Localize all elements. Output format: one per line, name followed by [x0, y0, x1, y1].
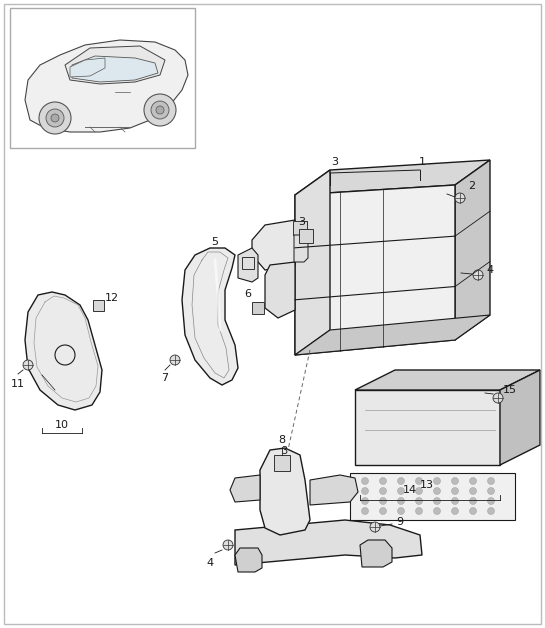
Polygon shape [182, 248, 238, 385]
Polygon shape [355, 370, 540, 390]
Circle shape [433, 477, 440, 484]
Circle shape [144, 94, 176, 126]
Polygon shape [360, 540, 392, 567]
Polygon shape [70, 58, 105, 77]
Circle shape [415, 507, 422, 514]
Circle shape [397, 507, 404, 514]
Text: 3: 3 [299, 217, 306, 227]
Circle shape [361, 477, 368, 484]
Circle shape [487, 497, 494, 504]
Circle shape [39, 102, 71, 134]
Polygon shape [25, 292, 102, 410]
Circle shape [23, 360, 33, 370]
Circle shape [156, 106, 164, 114]
Polygon shape [295, 185, 455, 355]
Circle shape [451, 497, 458, 504]
Text: 3: 3 [331, 157, 338, 167]
Polygon shape [235, 520, 422, 565]
Polygon shape [252, 220, 295, 270]
Text: 14: 14 [403, 485, 417, 495]
Text: 6: 6 [245, 289, 251, 299]
Text: 4: 4 [207, 558, 214, 568]
Circle shape [397, 497, 404, 504]
Text: 1: 1 [419, 157, 426, 167]
Circle shape [397, 487, 404, 494]
Polygon shape [72, 56, 158, 82]
Circle shape [469, 497, 476, 504]
Circle shape [379, 507, 386, 514]
Bar [10, 8, 195, 148]
Circle shape [361, 507, 368, 514]
Text: 15: 15 [503, 385, 517, 395]
Text: 4: 4 [487, 265, 494, 275]
Circle shape [473, 270, 483, 280]
Text: 11: 11 [11, 379, 25, 389]
Bar [274, 455, 290, 471]
Polygon shape [235, 548, 262, 572]
Circle shape [451, 477, 458, 484]
Bar [293, 221, 307, 235]
Polygon shape [65, 46, 165, 84]
Circle shape [433, 487, 440, 494]
Text: 9: 9 [396, 517, 403, 527]
Circle shape [433, 507, 440, 514]
Text: 7: 7 [161, 373, 168, 383]
Circle shape [487, 477, 494, 484]
Polygon shape [230, 475, 260, 502]
Polygon shape [500, 370, 540, 465]
Circle shape [433, 497, 440, 504]
Circle shape [487, 507, 494, 514]
Polygon shape [350, 473, 515, 520]
Circle shape [46, 109, 64, 127]
Circle shape [51, 114, 59, 122]
Circle shape [151, 101, 169, 119]
Circle shape [455, 193, 465, 203]
Text: 13: 13 [420, 480, 434, 490]
Polygon shape [455, 160, 490, 340]
Bar [242, 257, 254, 269]
Polygon shape [295, 170, 330, 355]
Circle shape [487, 487, 494, 494]
Circle shape [415, 487, 422, 494]
Circle shape [370, 522, 380, 532]
Bar [252, 302, 264, 314]
Text: 3: 3 [281, 446, 287, 456]
Circle shape [379, 477, 386, 484]
Circle shape [379, 497, 386, 504]
Polygon shape [260, 448, 310, 535]
Circle shape [223, 540, 233, 550]
Circle shape [361, 487, 368, 494]
Circle shape [451, 487, 458, 494]
Text: 5: 5 [211, 237, 219, 247]
Circle shape [397, 477, 404, 484]
Polygon shape [294, 235, 308, 262]
Polygon shape [295, 315, 490, 355]
Polygon shape [265, 262, 295, 318]
Circle shape [469, 487, 476, 494]
Polygon shape [25, 40, 188, 132]
Circle shape [415, 497, 422, 504]
Circle shape [415, 477, 422, 484]
Polygon shape [295, 160, 490, 195]
Polygon shape [310, 475, 358, 505]
Circle shape [170, 355, 180, 365]
Circle shape [451, 507, 458, 514]
Circle shape [361, 497, 368, 504]
Circle shape [469, 507, 476, 514]
Text: 10: 10 [55, 420, 69, 430]
Bar [299, 229, 313, 243]
Text: 8: 8 [278, 435, 286, 445]
Text: 12: 12 [105, 293, 119, 303]
Text: 2: 2 [469, 181, 476, 191]
Circle shape [469, 477, 476, 484]
Polygon shape [238, 248, 258, 282]
Circle shape [379, 487, 386, 494]
Circle shape [493, 393, 503, 403]
Bar [93, 300, 104, 310]
Bar [355, 390, 500, 465]
